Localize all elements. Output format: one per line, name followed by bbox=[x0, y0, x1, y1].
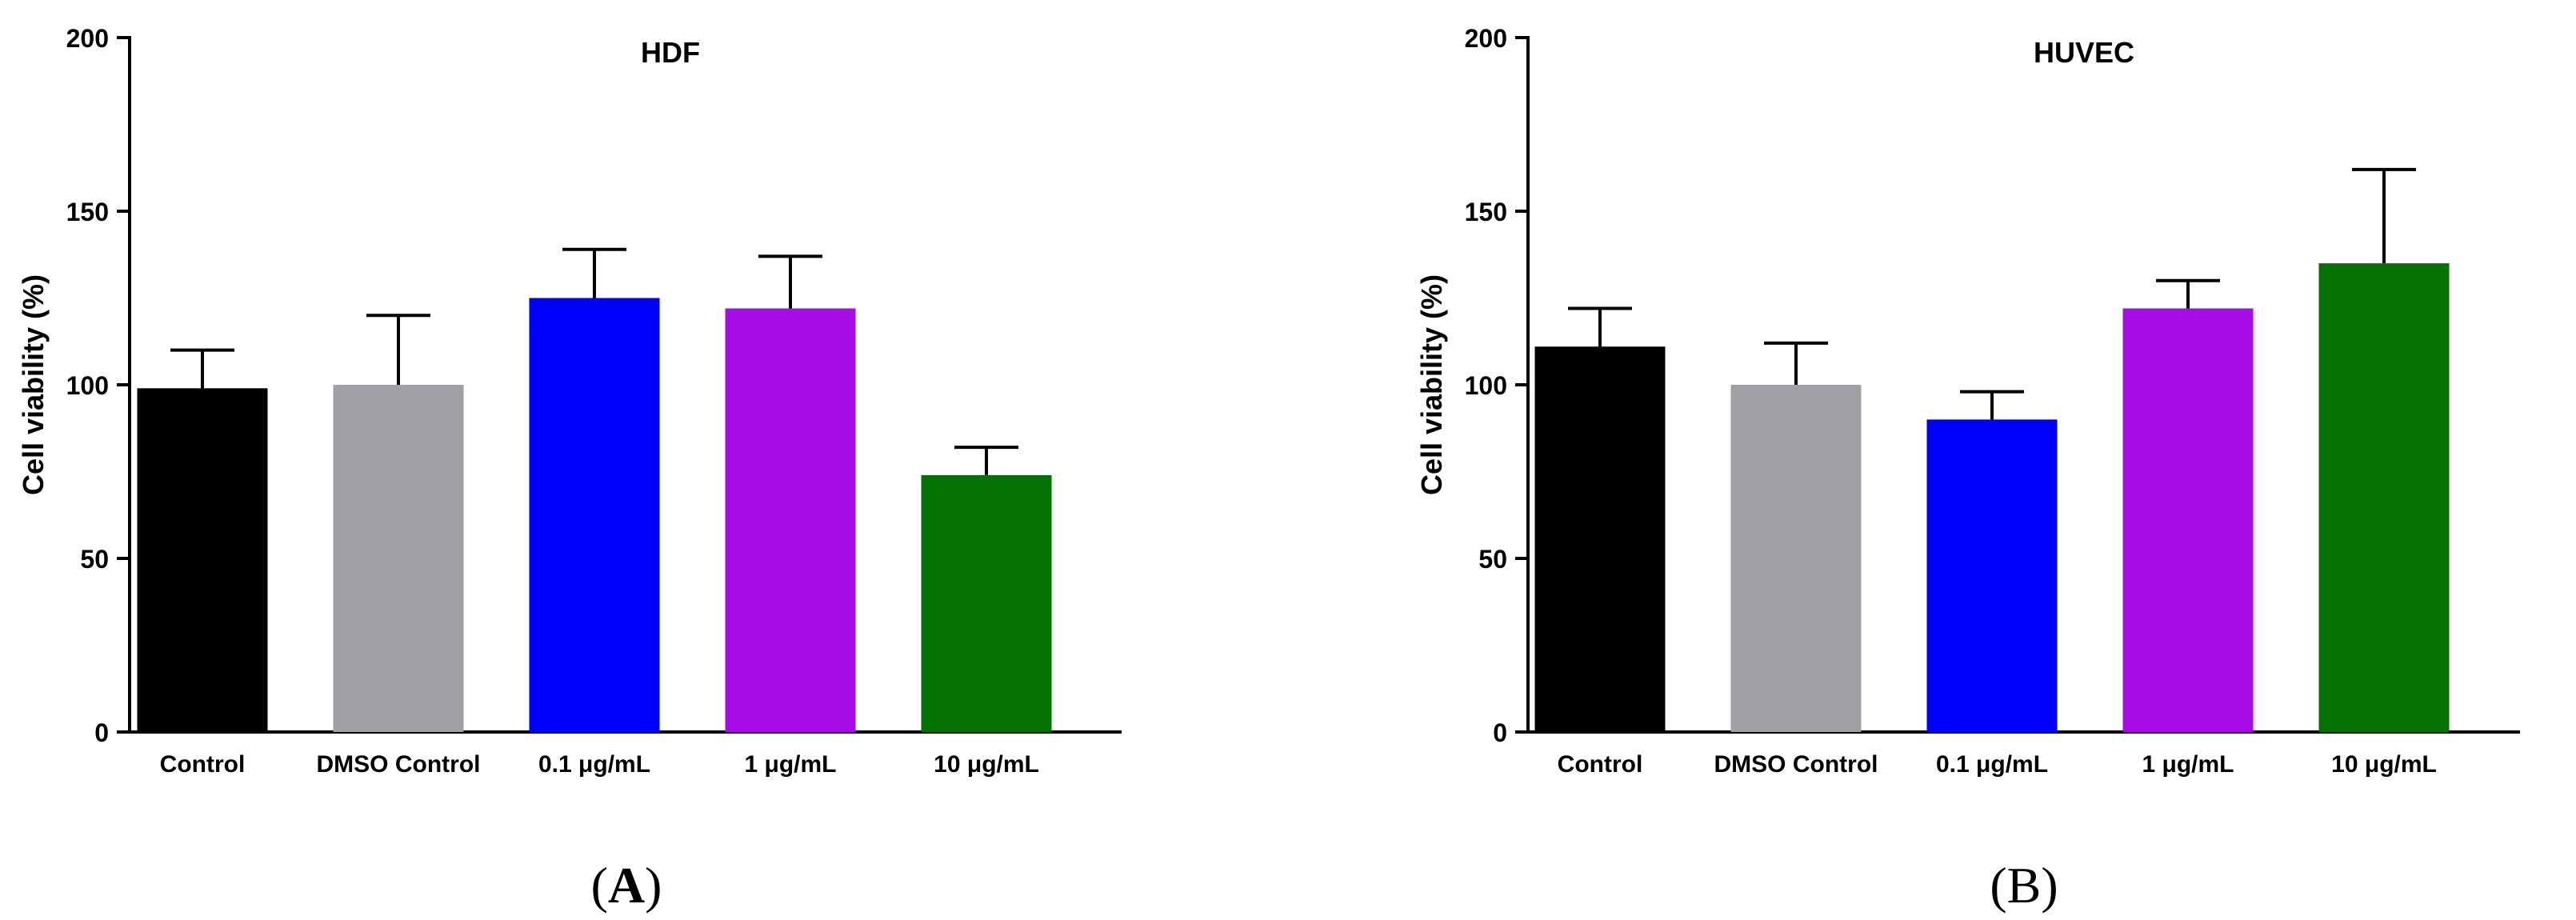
bar bbox=[2318, 263, 2450, 733]
y-tick-label: 0 bbox=[1493, 718, 1507, 747]
chart-title: HDF bbox=[641, 36, 700, 69]
bar bbox=[333, 385, 464, 732]
y-tick-label: 100 bbox=[66, 371, 109, 400]
y-tick-label: 0 bbox=[94, 718, 109, 747]
x-tick-label: DMSO Control bbox=[317, 751, 481, 778]
y-tick-label: 200 bbox=[66, 24, 109, 53]
bar bbox=[1534, 346, 1666, 732]
y-tick-label: 150 bbox=[1465, 198, 1507, 226]
x-tick-label: DMSO Control bbox=[1714, 751, 1878, 778]
x-tick-label: Control bbox=[160, 751, 246, 778]
y-tick-label: 150 bbox=[66, 198, 109, 226]
x-tick-label: 0.1 μg/mL bbox=[1936, 751, 2048, 778]
x-tick-label: Control bbox=[1558, 751, 1643, 778]
bar bbox=[529, 298, 660, 732]
chart-title: HUVEC bbox=[2034, 36, 2134, 69]
x-tick-label: 1 μg/mL bbox=[2142, 751, 2234, 778]
bar bbox=[921, 474, 1052, 732]
y-tick-label: 50 bbox=[80, 545, 109, 574]
x-tick-label: 10 μg/mL bbox=[2331, 751, 2437, 778]
y-axis-label: Cell viability (%) bbox=[17, 274, 50, 495]
x-tick-label: 0.1 μg/mL bbox=[538, 751, 650, 778]
chart-panel-2: 0 50 100 150 200 Control DMSO Control 0.1 μg/mL… bbox=[1415, 24, 2520, 914]
bar bbox=[1926, 419, 2058, 732]
bar bbox=[137, 388, 268, 732]
bar bbox=[2122, 308, 2254, 732]
bar bbox=[1730, 385, 1862, 732]
bar bbox=[725, 308, 856, 732]
panel-label: (B) bbox=[1990, 857, 2058, 914]
y-tick-label: 100 bbox=[1465, 371, 1507, 400]
y-axis-label: Cell viability (%) bbox=[1415, 274, 1448, 495]
x-tick-label: 10 μg/mL bbox=[934, 751, 1039, 778]
panel-label: (A) bbox=[591, 857, 662, 914]
y-tick-label: 50 bbox=[1478, 545, 1507, 574]
chart-panel-1: 0 50 100 150 200 Control DMSO Control 0.1 μg/mL… bbox=[17, 24, 1122, 914]
x-tick-label: 1 μg/mL bbox=[744, 751, 836, 778]
y-tick-label: 200 bbox=[1465, 24, 1507, 53]
